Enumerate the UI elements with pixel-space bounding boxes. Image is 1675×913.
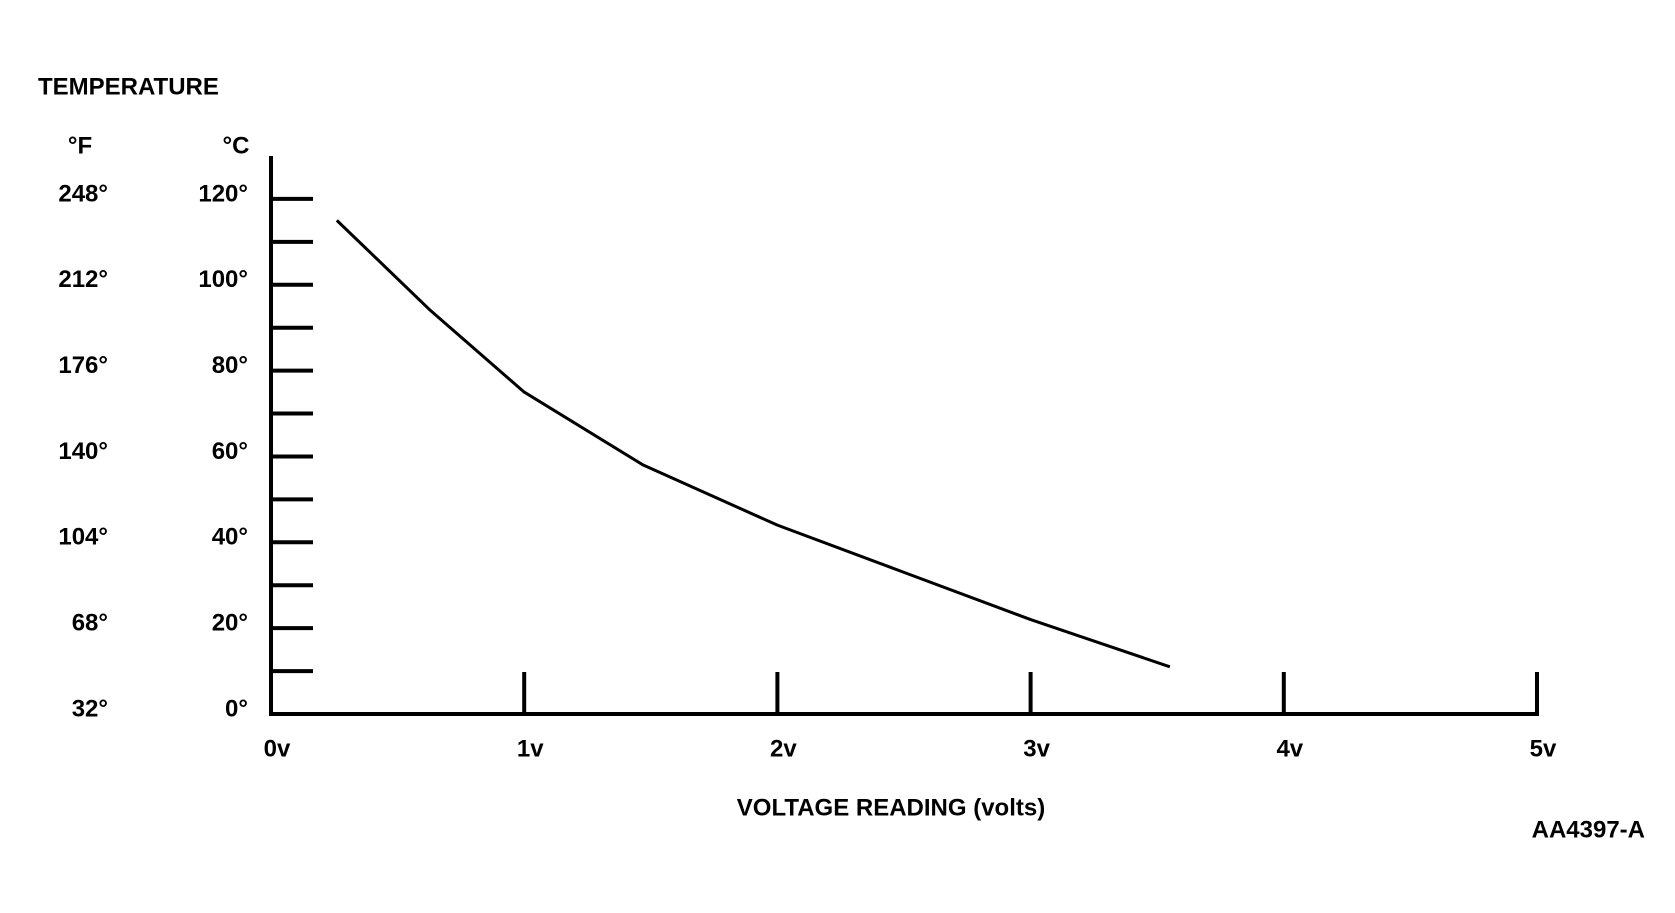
x-tick-label: 0v — [264, 735, 291, 762]
y2-tick-label: 68° — [72, 609, 108, 636]
y2-tick-label: 140° — [58, 438, 108, 465]
y-tick-label: 60° — [212, 438, 248, 465]
x-tick-label: 3v — [1023, 735, 1050, 762]
y2-tick-label: 212° — [58, 266, 108, 293]
y-tick-label: 20° — [212, 609, 248, 636]
y2-tick-label: 248° — [58, 180, 108, 207]
x-tick-label: 1v — [517, 735, 544, 762]
x-axis-label: VOLTAGE READING (volts) — [737, 794, 1045, 821]
x-tick-label: 4v — [1276, 735, 1303, 762]
y-tick-label: 40° — [212, 524, 248, 551]
x-tick-label: 2v — [770, 735, 797, 762]
figure-code: AA4397-A — [1532, 816, 1645, 843]
y-tick-label: 120° — [198, 180, 248, 207]
x-tick-label: 5v — [1530, 735, 1557, 762]
y-unit: °C — [223, 132, 250, 159]
y-tick-label: 0° — [225, 695, 248, 722]
y2-unit: °F — [68, 132, 92, 159]
y2-tick-label: 176° — [58, 352, 108, 379]
chart-title: TEMPERATURE — [38, 73, 219, 100]
y2-tick-label: 104° — [58, 524, 108, 551]
y-tick-label: 100° — [198, 266, 248, 293]
data-line — [335, 219, 1171, 669]
y-tick-label: 80° — [212, 352, 248, 379]
y2-tick-label: 32° — [72, 695, 108, 722]
